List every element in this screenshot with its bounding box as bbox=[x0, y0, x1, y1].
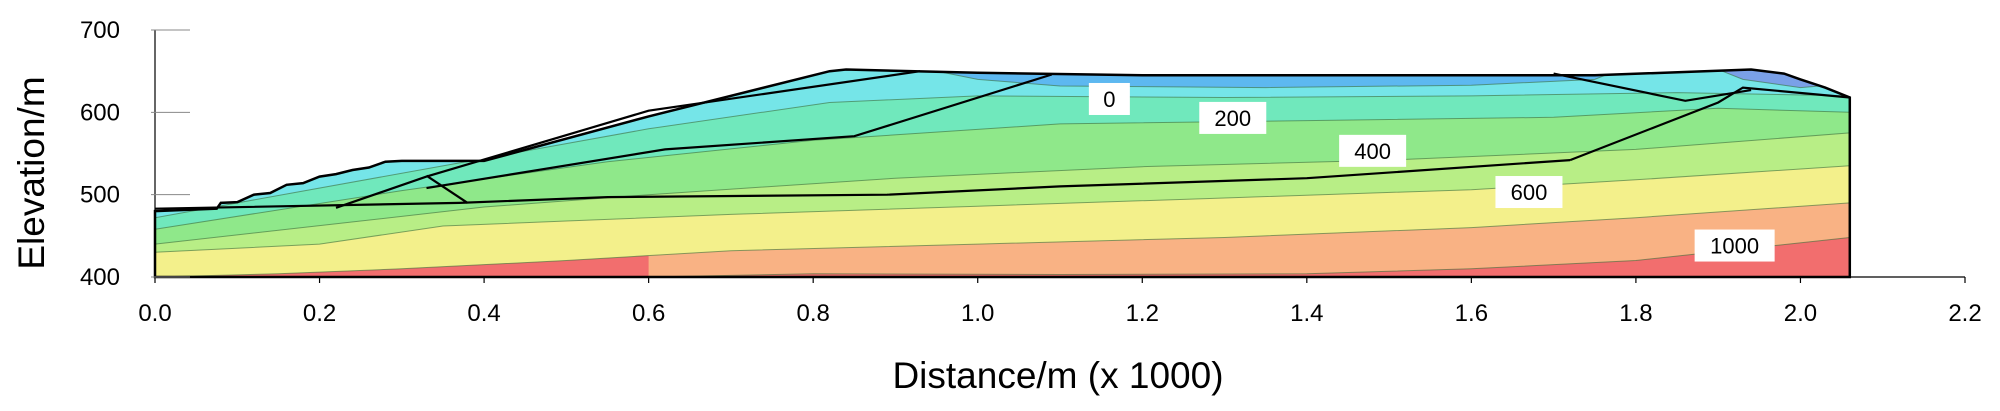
x-tick-label: 0.4 bbox=[467, 300, 500, 327]
contour-label-box bbox=[1339, 134, 1407, 167]
contour-zone-200 bbox=[155, 69, 1850, 230]
x-tick-label: 0.2 bbox=[303, 300, 336, 327]
zone-boundary-2 bbox=[335, 70, 921, 209]
axes bbox=[154, 30, 1965, 278]
contour-line bbox=[155, 202, 1850, 277]
x-axis-ticks: 0.0 0.2 0.4 0.6 0.8 1.0 1.2 1.4 1.6 1.8 2.0 2.2 bbox=[138, 277, 1982, 327]
y-tick-label: 400 bbox=[80, 264, 120, 291]
y-tick-label: 700 bbox=[80, 17, 120, 44]
contour-label-box bbox=[1199, 101, 1267, 134]
contour-label-600: 600 bbox=[1495, 176, 1563, 209]
contour-label-box bbox=[1694, 229, 1775, 262]
contour-label-1000: 1000 bbox=[1694, 229, 1775, 262]
contour-line bbox=[648, 237, 1850, 277]
contour-label-text: 1000 bbox=[1710, 234, 1759, 259]
zone-boundaries bbox=[154, 70, 1850, 210]
zone-boundary-4 bbox=[1569, 86, 1850, 162]
contour-label-text: 0 bbox=[1103, 87, 1115, 112]
y-tick-label: 500 bbox=[80, 182, 120, 209]
contour-fill-layer bbox=[155, 69, 1850, 277]
contour-line bbox=[155, 132, 1850, 245]
y-axis-ticks: 400 500 600 700 bbox=[80, 17, 190, 291]
x-tick-label: 1.8 bbox=[1619, 300, 1652, 327]
x-tick-label: 1.2 bbox=[1126, 300, 1159, 327]
x-tick-label: 2.0 bbox=[1784, 300, 1817, 327]
contour-label-400: 400 bbox=[1339, 134, 1407, 167]
x-tick-label: 0.6 bbox=[632, 300, 665, 327]
x-tick-label: 0.0 bbox=[138, 300, 171, 327]
y-tick-label: 600 bbox=[80, 99, 120, 126]
zone-boundary-3 bbox=[426, 73, 1053, 190]
zone-boundary-0 bbox=[154, 159, 1571, 210]
x-tick-label: 0.8 bbox=[796, 300, 829, 327]
zone-boundary-1 bbox=[425, 174, 469, 204]
x-tick-label: 1.4 bbox=[1290, 300, 1323, 327]
x-axis-label: Distance/m (x 1000) bbox=[892, 355, 1223, 396]
contour-label-text: 600 bbox=[1511, 180, 1548, 205]
contour-label-box bbox=[1495, 176, 1563, 209]
contour-label-text: 200 bbox=[1214, 106, 1251, 131]
contour-labels: 0 200 400 600 1000 bbox=[1088, 82, 1775, 262]
contour-label-box bbox=[1088, 82, 1130, 115]
x-tick-label: 1.0 bbox=[961, 300, 994, 327]
ground-surface-outline bbox=[153, 68, 1852, 279]
contour-line bbox=[895, 69, 1637, 89]
y-axis-label: Elevation/m bbox=[11, 76, 52, 269]
contour-label-text: 400 bbox=[1354, 139, 1391, 164]
contour-label-0: 0 bbox=[1088, 82, 1130, 115]
zone-boundary-5 bbox=[1553, 72, 1752, 102]
contour-label-200: 200 bbox=[1199, 101, 1267, 134]
contour-lines bbox=[155, 69, 1850, 277]
x-tick-label: 2.2 bbox=[1948, 300, 1981, 327]
x-tick-label: 1.6 bbox=[1455, 300, 1488, 327]
